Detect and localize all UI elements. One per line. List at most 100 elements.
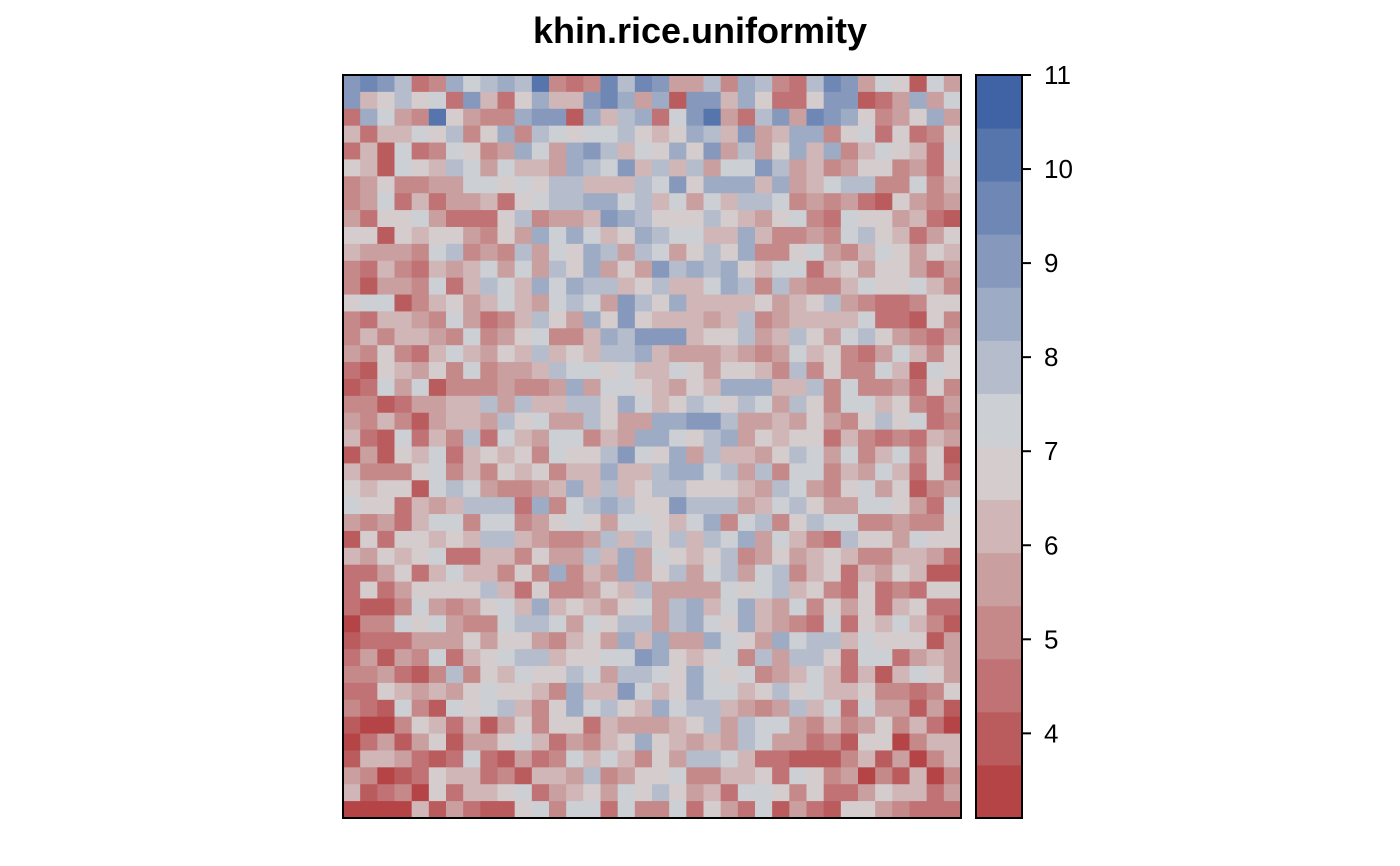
heatmap-cell — [943, 142, 962, 161]
heatmap-cell — [875, 108, 893, 127]
heatmap-cell — [909, 311, 928, 329]
heatmap-cell — [463, 480, 481, 498]
colorbar-tick-label: 6 — [1044, 530, 1058, 560]
heatmap-cell — [634, 598, 653, 616]
heatmap-cell — [943, 294, 962, 313]
heatmap-cell — [446, 581, 464, 600]
heatmap-cell — [669, 632, 687, 650]
heatmap-cell — [652, 210, 670, 228]
heatmap-cell — [703, 598, 722, 616]
heatmap-cell — [428, 615, 447, 633]
heatmap-cell — [772, 784, 790, 802]
heatmap-cell — [943, 125, 962, 144]
heatmap-cell — [789, 598, 808, 616]
heatmap-cell — [514, 125, 533, 144]
heatmap-cell — [789, 75, 808, 93]
heatmap-cell — [549, 378, 567, 397]
heatmap-cell — [360, 801, 378, 819]
heatmap-cell — [463, 530, 481, 549]
heatmap-cell — [360, 699, 378, 718]
heatmap-cell — [755, 750, 773, 768]
heatmap-cell — [875, 632, 893, 650]
heatmap-cell — [875, 767, 893, 785]
heatmap-cell — [943, 193, 962, 211]
heatmap-cell — [737, 564, 756, 583]
heatmap-cell — [617, 480, 636, 498]
heatmap-cell — [909, 260, 928, 279]
heatmap-cell — [446, 193, 464, 211]
heatmap-cell — [755, 91, 773, 110]
heatmap-cell — [411, 243, 430, 262]
heatmap-cell — [789, 632, 808, 650]
heatmap-cell — [446, 395, 464, 414]
heatmap-cell — [463, 784, 481, 802]
heatmap-cell — [428, 142, 447, 161]
heatmap-cell — [943, 733, 962, 752]
heatmap-cell — [840, 395, 859, 414]
heatmap-cell — [360, 345, 378, 363]
heatmap-cell — [737, 463, 756, 481]
heatmap-cell — [600, 581, 619, 600]
heatmap-cell — [377, 243, 396, 262]
heatmap-cell — [686, 125, 705, 144]
heatmap-cell — [823, 649, 842, 667]
heatmap-cell — [377, 581, 396, 600]
heatmap-cell — [463, 328, 481, 346]
heatmap-cell — [411, 514, 430, 532]
heatmap-cell — [909, 463, 928, 481]
heatmap-cell — [600, 159, 619, 177]
heatmap-cell — [806, 497, 825, 515]
heatmap-cell — [463, 598, 481, 616]
colorbar-tick-label: 11 — [1044, 60, 1071, 90]
heatmap-cell — [875, 277, 893, 296]
heatmap-cell — [909, 395, 928, 414]
heatmap-cell — [858, 176, 876, 194]
heatmap-cell — [583, 666, 602, 684]
heatmap-cell — [634, 649, 653, 667]
heatmap-cell — [446, 125, 464, 144]
heatmap-cell — [823, 75, 842, 93]
heatmap-cell — [652, 564, 670, 583]
heatmap-cell — [772, 547, 790, 566]
heatmap-cell — [360, 547, 378, 566]
heatmap-cell — [566, 277, 584, 296]
heatmap-cell — [720, 226, 739, 245]
heatmap-cell — [549, 243, 567, 262]
heatmap-cell — [875, 176, 893, 194]
heatmap-cell — [926, 294, 945, 313]
heatmap-cell — [858, 125, 876, 144]
heatmap-cell — [926, 480, 945, 498]
heatmap-cell — [428, 243, 447, 262]
heatmap-cell — [789, 463, 808, 481]
heatmap-cell — [617, 530, 636, 549]
heatmap-cell — [531, 784, 550, 802]
heatmap-cell — [497, 767, 516, 785]
heatmap-cell — [531, 311, 550, 329]
heatmap-cell — [497, 733, 516, 752]
heatmap-cell — [600, 497, 619, 515]
heatmap-cell — [360, 412, 378, 431]
heatmap-cell — [617, 108, 636, 127]
heatmap-cell — [909, 362, 928, 380]
heatmap-cell — [737, 429, 756, 448]
heatmap-cell — [926, 243, 945, 262]
heatmap-cell — [617, 682, 636, 701]
heatmap-cell — [892, 260, 911, 279]
heatmap-cell — [703, 446, 722, 464]
heatmap-cell — [360, 210, 378, 228]
heatmap-cell — [720, 311, 739, 329]
heatmap-cell — [720, 682, 739, 701]
heatmap-cell — [806, 784, 825, 802]
heatmap-cell — [652, 311, 670, 329]
heatmap-cell — [566, 226, 584, 245]
heatmap-cell — [446, 632, 464, 650]
heatmap-cell — [823, 530, 842, 549]
heatmap-cell — [634, 801, 653, 819]
heatmap-cell — [566, 108, 584, 127]
heatmap-cell — [772, 378, 790, 397]
heatmap-cell — [737, 142, 756, 161]
heatmap-cell — [360, 294, 378, 313]
heatmap-cell — [549, 615, 567, 633]
heatmap-cell — [377, 328, 396, 346]
heatmap-cell — [823, 91, 842, 110]
